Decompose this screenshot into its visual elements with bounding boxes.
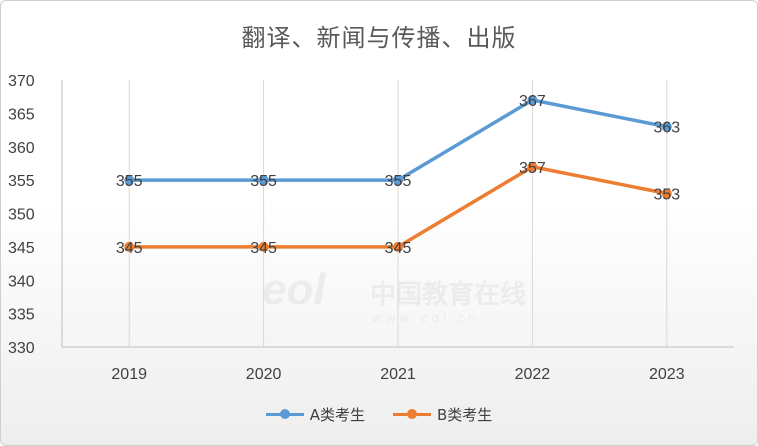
- x-tick-label-2023: 2023: [649, 366, 685, 383]
- eol-watermark: eol 中国教育在线 w w w . e o l . c n: [262, 265, 526, 325]
- point-b-2020: [258, 241, 269, 252]
- legend-item-a[interactable]: A类考生: [265, 404, 365, 425]
- legend-marker-a: [265, 409, 304, 419]
- eol-logo-text: eol: [262, 265, 326, 314]
- y-tick-label-345: 345: [8, 240, 35, 257]
- chart-legend: A类考生 B类考生: [0, 404, 758, 425]
- chart-title: 翻译、新闻与传播、出版: [241, 24, 517, 52]
- data-label-a-2019: 355: [116, 173, 143, 190]
- x-tick-label-2019: 2019: [111, 366, 147, 383]
- point-a-2020: [258, 175, 269, 186]
- y-tick-label-340: 340: [8, 273, 35, 290]
- y-tick-label-365: 365: [8, 106, 35, 123]
- watermark-chinese-text: 中国教育在线: [370, 279, 526, 310]
- data-label-b-2023: 353: [653, 186, 680, 203]
- legend-label-b: B类考生: [436, 406, 493, 424]
- legend-label-a: A类考生: [309, 406, 365, 424]
- data-label-b-2019: 345: [116, 240, 143, 257]
- data-label-b-2021: 345: [385, 240, 412, 257]
- data-label-a-2021: 355: [385, 173, 412, 190]
- y-tick-label-335: 335: [8, 307, 35, 324]
- y-tick-label-360: 360: [8, 140, 35, 157]
- y-tick-label-350: 350: [8, 207, 35, 224]
- y-tick-label-330: 330: [8, 340, 35, 357]
- y-tick-label-355: 355: [8, 173, 35, 190]
- point-b-2022: [527, 161, 538, 172]
- point-a-2022: [527, 95, 538, 106]
- point-b-2019: [124, 241, 135, 252]
- watermark-url-text: w w w . e o l . c n: [372, 311, 476, 325]
- data-label-b-2022: 357: [519, 160, 546, 177]
- x-tick-label-2022: 2022: [515, 366, 551, 383]
- point-a-2019: [124, 175, 135, 186]
- legend-marker-b: [392, 409, 431, 419]
- data-label-a-2022: 367: [519, 93, 546, 110]
- data-label-a-2023: 363: [653, 120, 680, 137]
- x-tick-label-2020: 2020: [246, 366, 282, 383]
- point-a-2023: [661, 121, 672, 132]
- legend-item-b[interactable]: B类考生: [392, 404, 493, 425]
- x-tick-label-2021: 2021: [380, 366, 416, 383]
- y-tick-label-370: 370: [8, 73, 35, 90]
- point-b-2021: [393, 241, 403, 252]
- data-label-a-2020: 355: [250, 173, 277, 190]
- point-b-2023: [661, 188, 672, 199]
- data-label-b-2020: 345: [250, 240, 277, 257]
- point-a-2021: [393, 175, 403, 186]
